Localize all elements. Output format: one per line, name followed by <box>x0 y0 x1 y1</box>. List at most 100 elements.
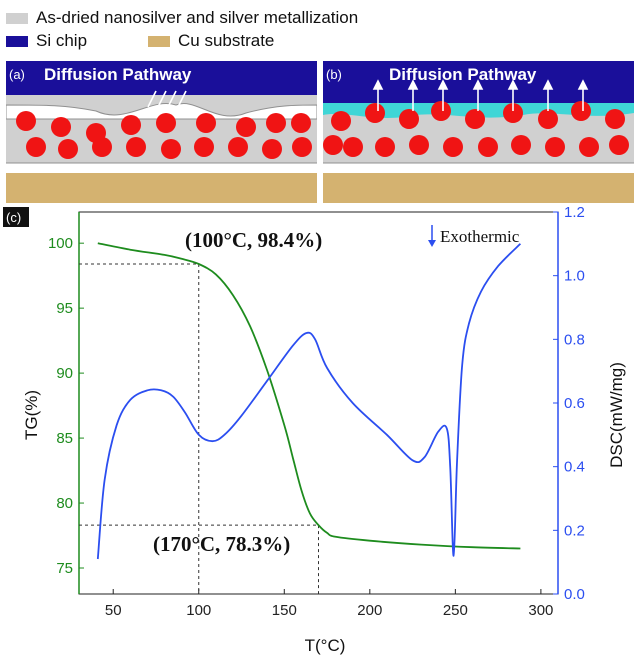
si-chip-layer <box>6 61 317 95</box>
diffusion-arrow-head <box>507 79 519 90</box>
y-right-axis-label: DSC(mW/mg) <box>607 362 626 468</box>
diffusion-arrow <box>177 90 187 108</box>
tg-dsc-chart: (c) 50 100 150 200 250 300 75 80 85 90 95 100 0.0 0.2… <box>3 205 626 655</box>
silver-particle <box>236 117 256 137</box>
y-left-tick-label: 80 <box>56 495 73 512</box>
y-right-tick-label: 0.2 <box>564 522 585 539</box>
silver-particle <box>571 101 591 121</box>
diffusion-arrow <box>157 90 167 108</box>
legend-label-nanosilver: As-dried nanosilver and silver metalliza… <box>36 8 359 27</box>
diffusion-arrows-a <box>147 90 187 108</box>
diffusion-arrow-head <box>542 79 554 90</box>
diffusion-arrow <box>167 90 177 108</box>
silver-particle <box>538 109 558 129</box>
x-tick-label: 50 <box>105 602 122 619</box>
silver-particle <box>121 115 141 135</box>
guide-lines <box>79 263 319 594</box>
silver-particle <box>16 111 36 131</box>
legend-swatch-cu <box>148 35 170 47</box>
chart-axes: 50 100 150 200 250 300 75 80 85 90 95 100 0.0 0.2 0.4 0… <box>48 205 585 619</box>
silver-particle <box>331 111 351 131</box>
cu-substrate-layer <box>6 173 317 203</box>
silver-particle <box>409 135 429 155</box>
y-right-tick-label: 1.0 <box>564 268 585 285</box>
silver-particle <box>266 113 286 133</box>
diffusion-arrows-b <box>372 79 589 111</box>
legend-row-nanosilver: As-dried nanosilver and silver metalliza… <box>6 8 358 28</box>
series-line-tg <box>97 242 521 550</box>
y-right-tick-label: 0.4 <box>564 459 585 476</box>
y-right-tick-label: 0.0 <box>564 586 585 603</box>
silver-particle <box>343 137 363 157</box>
panel-tag-c-bg <box>3 207 29 227</box>
void-gap <box>6 103 317 120</box>
y-left-tick-label: 95 <box>56 300 73 317</box>
silver-particle <box>194 137 214 157</box>
silver-particle <box>262 139 282 159</box>
silver-particle <box>51 117 71 137</box>
silver-particle <box>605 109 625 129</box>
silver-particle <box>196 113 216 133</box>
series-line-dsc <box>96 243 522 560</box>
silver-particle <box>126 137 146 157</box>
silver-particle <box>292 137 312 157</box>
y-left-tick-label: 100 <box>48 235 73 252</box>
legend-label-si-chip: Si chip <box>36 31 88 50</box>
y-left-tick-label: 90 <box>56 365 73 382</box>
legend-label-cu: Cu substrate <box>178 31 275 50</box>
panel-tag-a: (a) <box>9 67 25 82</box>
diffusion-arrow-head <box>577 79 589 90</box>
y-right-tick-label: 0.6 <box>564 395 585 412</box>
schematic-a-drawing <box>6 61 317 203</box>
silver-particle <box>503 103 523 123</box>
silver-particle <box>375 137 395 157</box>
x-tick-label: 300 <box>528 602 553 619</box>
diffusion-arrow <box>147 90 157 108</box>
diffusion-arrow-head <box>372 79 384 90</box>
exothermic-arrow-icon <box>428 225 436 247</box>
silver-particle <box>431 101 451 121</box>
annotation-170c: (170°C, 78.3%) <box>153 532 290 556</box>
annotation-100c: (100°C, 98.4%) <box>185 228 322 252</box>
silver-particle <box>545 137 565 157</box>
diffusion-arrow-head <box>437 79 449 90</box>
diffusion-arrow-head <box>472 79 484 90</box>
y-left-tick-label: 85 <box>56 430 73 447</box>
schematic-b-drawing <box>323 61 634 203</box>
silver-particle <box>291 113 311 133</box>
x-tick-label: 200 <box>357 602 382 619</box>
chart-series <box>96 242 522 560</box>
x-tick-label: 150 <box>272 602 297 619</box>
plot-frame <box>78 211 559 595</box>
silver-particle <box>26 137 46 157</box>
silver-particle <box>92 137 112 157</box>
x-tick-label: 250 <box>443 602 468 619</box>
panel-tag-c: (c) <box>6 210 21 225</box>
y-left-axis-label: TG(%) <box>22 390 41 440</box>
y-right-tick-label: 1.2 <box>564 205 585 221</box>
y-right-tick-label: 0.8 <box>564 331 585 348</box>
silver-particle <box>156 113 176 133</box>
x-tick-label: 100 <box>186 602 211 619</box>
silver-particle <box>399 109 419 129</box>
silver-particle <box>365 103 385 123</box>
silver-particle <box>161 139 181 159</box>
schematic-panel-b: (b) Diffusion Pathway <box>323 61 634 203</box>
silver-particle <box>323 135 343 155</box>
x-axis-label: T(°C) <box>305 636 346 655</box>
particles-a <box>16 111 312 159</box>
silver-particle <box>511 135 531 155</box>
diffusion-arrow-head <box>407 79 419 90</box>
schematic-panel-a: (a) Diffusion Pathway <box>6 61 317 203</box>
cu-substrate-layer <box>323 173 634 203</box>
particles-b <box>323 101 629 157</box>
legend-swatch-si-chip <box>6 35 28 47</box>
silver-particle <box>465 109 485 129</box>
silver-particle <box>228 137 248 157</box>
silver-particle <box>58 139 78 159</box>
panel-tag-b: (b) <box>326 67 342 82</box>
legend-row-si-chip: Si chip <box>6 31 87 51</box>
legend-swatch-nanosilver <box>6 12 28 24</box>
annotation-exothermic: Exothermic <box>440 227 520 246</box>
legend-row-cu: Cu substrate <box>148 31 274 51</box>
